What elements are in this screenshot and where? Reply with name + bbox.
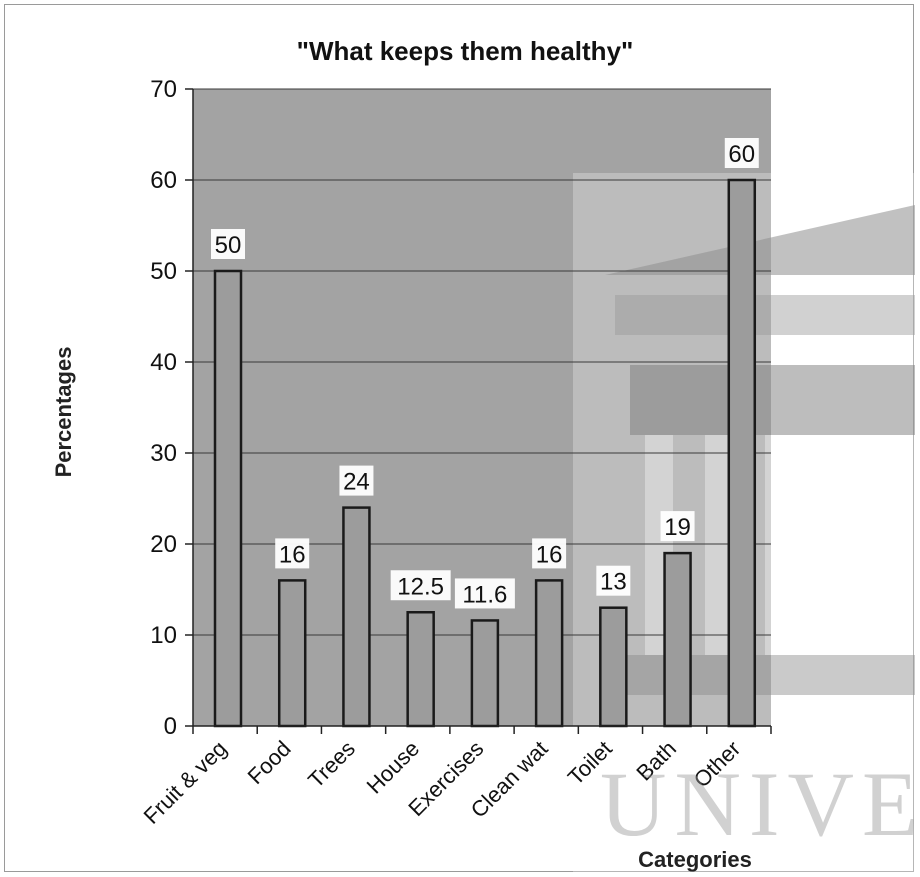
y-tick-label: 30	[150, 440, 177, 467]
bar	[663, 551, 692, 728]
bar	[599, 606, 628, 728]
data-label: 19	[664, 514, 691, 541]
data-label: 13	[600, 569, 627, 596]
data-label: 12.5	[397, 573, 444, 600]
x-tick-label: Food	[243, 736, 296, 789]
data-label-box	[532, 538, 567, 569]
data-label: 60	[728, 141, 755, 168]
x-tick-label: House	[362, 736, 425, 799]
watermark-pediment	[605, 205, 915, 275]
chart-frame: 50 16 24 12.5 11.6 16 13 19 60 0 10 20 30 40 50 60 70 F…	[4, 4, 915, 873]
x-axis-title: Categories	[638, 847, 752, 872]
data-label: 50	[215, 232, 242, 259]
data-label-box	[596, 565, 631, 596]
y-tick-label: 60	[150, 167, 177, 194]
watermark-column	[765, 435, 793, 655]
x-tick-label: Trees	[303, 736, 360, 793]
data-label-box	[724, 138, 759, 168]
data-label: 24	[343, 469, 370, 496]
data-label-box	[390, 570, 451, 601]
data-label: 11.6	[462, 581, 507, 608]
data-label: 16	[279, 541, 306, 568]
y-tick-label: 0	[164, 713, 177, 740]
watermark-entablature	[615, 295, 915, 335]
bar	[277, 579, 307, 728]
watermark-steps	[600, 655, 915, 695]
data-label: 16	[536, 541, 563, 568]
chart-title: "What keeps them healthy"	[297, 36, 634, 66]
data-labels: 50 16 24 12.5 11.6 16 13 19 60	[211, 138, 759, 609]
bar	[534, 579, 564, 728]
y-axis-title: Percentages	[51, 347, 76, 478]
bar	[342, 506, 371, 728]
y-tick-labels: 0 10 20 30 40 50 60 70	[150, 76, 177, 740]
y-tick-label: 10	[150, 622, 177, 649]
y-tick-label: 50	[150, 258, 177, 285]
bar	[470, 619, 500, 728]
data-label-box	[660, 511, 695, 542]
data-label-box	[339, 465, 374, 496]
bar-chart: 50 16 24 12.5 11.6 16 13 19 60 0 10 20 30 40 50 60 70 F…	[51, 36, 915, 873]
y-tick-label: 40	[150, 349, 177, 376]
y-tick-label: 20	[150, 531, 177, 558]
watermark-frieze	[630, 365, 915, 435]
x-tick-label: Fruit & veg	[139, 736, 232, 829]
data-label-box	[211, 229, 245, 259]
bar	[727, 178, 757, 728]
bars	[213, 178, 757, 728]
bar	[213, 269, 243, 728]
data-label-box	[275, 538, 310, 569]
data-label-box	[454, 578, 515, 609]
watermark-column	[825, 435, 853, 655]
watermark-column	[885, 435, 913, 655]
bar	[406, 611, 435, 728]
axes	[185, 88, 772, 734]
watermark-text: UNIVE	[600, 753, 915, 855]
y-tick-label: 70	[150, 76, 177, 103]
